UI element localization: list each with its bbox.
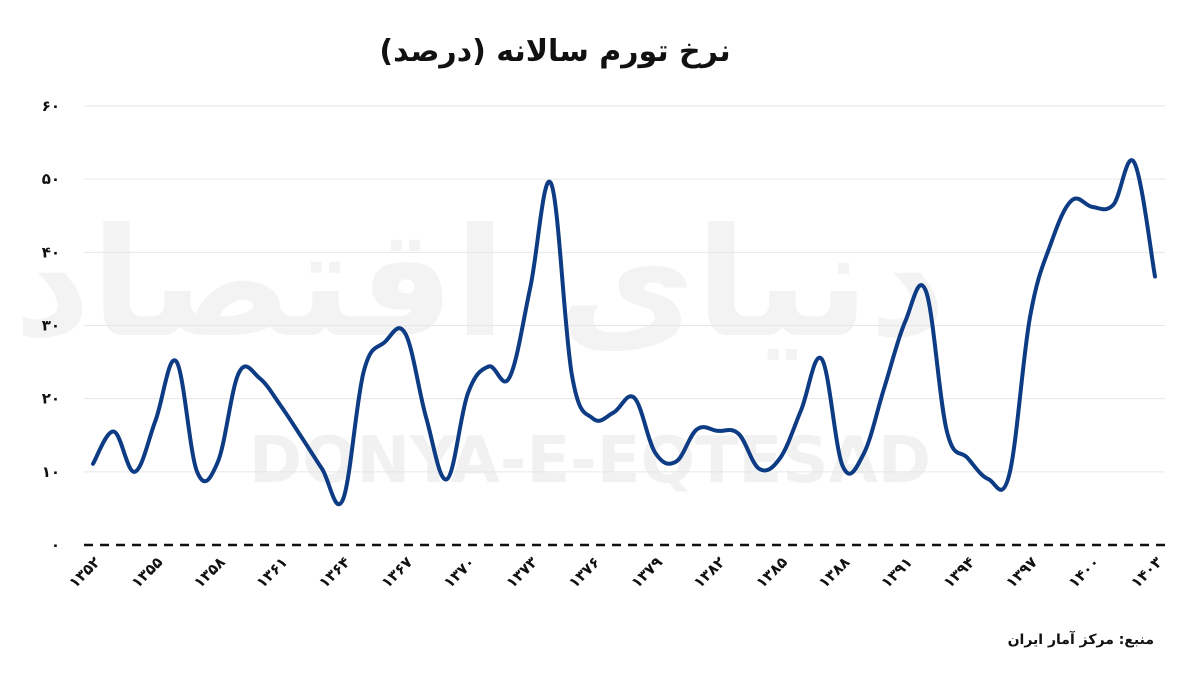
x-tick-label: ۱۳۵۵	[128, 553, 167, 592]
x-tick-label: ۱۳۷۳	[502, 553, 541, 592]
x-tick-label: ۱۳۵۲	[65, 553, 104, 592]
y-tick-label: ۵۰	[42, 170, 60, 188]
source-note: منبع: مرکز آمار ایران	[1007, 632, 1154, 648]
watermark: دنیای اقتصاد DONYA-E-EQTESAD	[14, 197, 947, 498]
y-axis-ticks: ۰ ۱۰ ۲۰ ۳۰ ۴۰ ۵۰ ۶۰	[42, 97, 60, 554]
y-tick-label: ۴۰	[42, 243, 60, 261]
x-tick-label: ۱۳۸۲	[690, 553, 729, 592]
y-tick-label: ۱۰	[42, 463, 60, 481]
x-axis-ticks: ۱۳۵۲ ۱۳۵۵ ۱۳۵۸ ۱۳۶۱ ۱۳۶۴ ۱۳۶۷ ۱۳۷۰ ۱۳۷۳ ۱۳۷۶ ۱۳۷۹…	[65, 553, 1166, 592]
chart-title: نرخ تورم سالانه (درصد)	[379, 34, 731, 69]
x-tick-label: ۱۴۰۰	[1065, 553, 1104, 592]
x-tick-label: ۱۳۷۶	[565, 553, 604, 592]
x-tick-label: ۱۳۸۸	[815, 553, 854, 592]
inflation-series-line	[91, 158, 1157, 507]
x-tick-label: ۱۳۶۱	[253, 553, 292, 592]
x-tick-label: ۱۳۵۸	[190, 553, 229, 592]
x-tick-label: ۱۳۸۵	[752, 553, 791, 592]
x-tick-label: ۱۳۹۴	[940, 553, 979, 592]
x-tick-label: ۱۳۷۰	[440, 553, 479, 592]
series-layer	[91, 158, 1157, 507]
y-tick-label: ۶۰	[42, 97, 60, 115]
x-tick-label: ۱۳۶۴	[315, 553, 354, 592]
y-tick-label: ۳۰	[42, 317, 60, 335]
y-tick-label: ۲۰	[42, 390, 60, 408]
x-tick-label: ۱۳۹۱	[877, 553, 916, 592]
x-tick-label: ۱۳۹۷	[1002, 553, 1041, 592]
x-tick-label: ۱۳۷۹	[627, 553, 666, 592]
watermark-fa-text: دنیای اقتصاد	[14, 197, 947, 371]
watermark-en-text: DONYA-E-EQTESAD	[249, 424, 931, 498]
x-tick-label: ۱۴۰۳	[1127, 553, 1166, 592]
x-tick-label: ۱۳۶۷	[378, 553, 417, 592]
y-tick-label: ۰	[51, 536, 60, 554]
